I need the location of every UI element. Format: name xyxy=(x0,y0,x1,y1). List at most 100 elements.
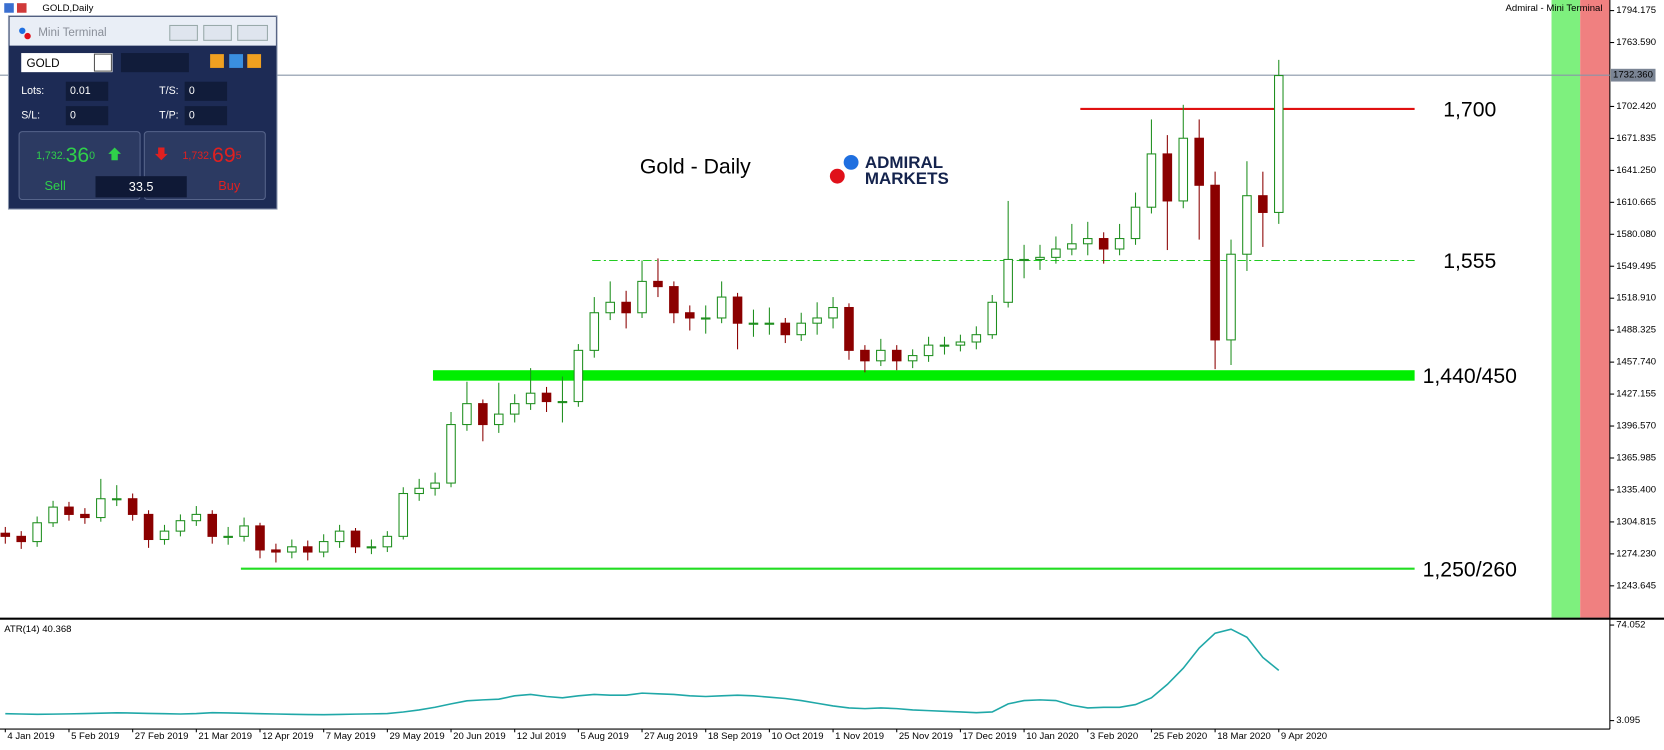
indicator-label: ATR(14) 40.368 xyxy=(4,624,71,635)
candle-body xyxy=(812,317,822,324)
candle-body xyxy=(860,349,870,362)
sl: 0 xyxy=(70,109,76,121)
y-tick-label: 1702.420 xyxy=(1616,101,1656,112)
terminal-icon xyxy=(24,32,31,40)
candle-body xyxy=(64,506,74,515)
sell-label: Sell xyxy=(45,178,66,193)
candle-body xyxy=(255,525,265,551)
candle-body xyxy=(669,286,679,314)
field-label: T/S: xyxy=(159,85,178,97)
terminal-title: Mini Terminal xyxy=(38,26,106,39)
terminal-icon xyxy=(19,27,26,34)
candle-body xyxy=(1178,137,1189,202)
level-band xyxy=(432,370,1415,381)
candle-body xyxy=(939,344,950,347)
sl-input[interactable] xyxy=(65,106,109,126)
mini-terminal: Mini Terminal GOLD Lots: 0.01 T/S: 0 S/L… xyxy=(7,15,278,210)
sell-price: 1,732.360 xyxy=(36,144,95,167)
x-tick-label: 9 Apr 2020 xyxy=(1281,731,1327,742)
candle-body xyxy=(287,546,297,553)
y-tick-label: 1274.230 xyxy=(1616,548,1656,559)
level-label: 1,440/450 xyxy=(1423,365,1517,388)
y-tick-label: 1335.400 xyxy=(1616,484,1656,495)
y2-tick-label: 3.095 xyxy=(1616,715,1640,726)
restore-button[interactable] xyxy=(203,24,232,41)
lots-input[interactable] xyxy=(65,81,109,101)
y-tick-label: 1243.645 xyxy=(1616,580,1656,591)
x-tick-label: 21 Mar 2019 xyxy=(198,731,252,742)
y-tick-label: 1794.175 xyxy=(1616,5,1656,16)
symbol-select[interactable] xyxy=(21,53,113,73)
candle-body xyxy=(907,355,918,362)
candle-body xyxy=(653,280,663,288)
y-tick-label: 1763.590 xyxy=(1616,37,1656,48)
candle-body xyxy=(143,513,154,541)
candle-body xyxy=(891,349,902,362)
candle-body xyxy=(748,322,759,325)
field-label: Lots: xyxy=(21,85,44,97)
tool-button[interactable] xyxy=(229,54,244,68)
field-label: T/P: xyxy=(159,109,178,121)
candle-body xyxy=(80,513,90,519)
candle-body xyxy=(334,530,345,543)
candle-body xyxy=(494,413,504,426)
y-tick-label: 1580.080 xyxy=(1616,229,1656,240)
candle-body xyxy=(318,541,329,553)
x-tick-label: 25 Feb 2020 xyxy=(1154,731,1208,742)
y-tick-label: 1396.570 xyxy=(1616,421,1656,432)
dropdown-arrow[interactable] xyxy=(93,53,112,72)
y-tick-label: 1610.665 xyxy=(1616,197,1656,208)
candle-body xyxy=(1146,153,1157,208)
tp-input[interactable] xyxy=(184,106,228,126)
candle-body xyxy=(509,403,520,415)
symbol-input[interactable] xyxy=(120,53,189,73)
x-tick-label: 12 Jul 2019 xyxy=(517,731,566,742)
candle-body xyxy=(223,535,233,538)
candle-body xyxy=(557,401,568,404)
y-tick-label: 1304.815 xyxy=(1616,516,1656,527)
candle-body xyxy=(1242,195,1252,255)
x-tick-label: 12 Apr 2019 xyxy=(262,731,313,742)
candle-body xyxy=(589,312,600,351)
candle-body xyxy=(844,306,854,351)
y-tick-label: 1671.835 xyxy=(1616,133,1656,144)
y-tick-label: 1518.910 xyxy=(1616,293,1656,304)
candle-body xyxy=(573,349,584,403)
candle-body xyxy=(462,403,472,426)
candle-body xyxy=(16,535,27,543)
chart-title: Gold - Daily xyxy=(640,155,751,178)
candle-body xyxy=(1082,238,1093,245)
candle-body xyxy=(1130,206,1141,240)
panel-title: Admiral - Mini Terminal xyxy=(1506,3,1603,14)
candle-body xyxy=(1067,243,1077,250)
candle-body xyxy=(207,513,218,537)
ts-input[interactable] xyxy=(184,81,228,101)
candle-body xyxy=(414,487,424,495)
logo-text: ADMIRAL xyxy=(865,153,943,172)
candle-body xyxy=(525,392,536,405)
candle-body xyxy=(48,506,58,524)
tool-button[interactable] xyxy=(210,54,224,68)
x-tick-label: 5 Aug 2019 xyxy=(580,731,628,742)
x-tick-label: 25 Nov 2019 xyxy=(899,731,953,742)
ts: 0 xyxy=(189,85,195,97)
candle-body xyxy=(382,535,393,548)
buy-label: Buy xyxy=(218,178,241,193)
candle-body xyxy=(1210,184,1220,341)
close-button[interactable] xyxy=(237,24,268,41)
plot: 1794.175 1763.590 1702.420 1671.835 1641.250… xyxy=(0,5,1656,742)
candle-body xyxy=(764,322,775,325)
candle-body xyxy=(732,296,743,324)
candle-body xyxy=(796,322,807,336)
candle-body xyxy=(1003,258,1013,303)
x-tick-label: 18 Mar 2020 xyxy=(1217,731,1271,742)
tool-button[interactable] xyxy=(247,54,262,68)
minimize-button[interactable] xyxy=(169,24,198,41)
candle-body xyxy=(987,301,998,336)
candle-body xyxy=(876,349,886,362)
candle-body xyxy=(111,498,122,501)
x-tick-label: 27 Aug 2019 xyxy=(644,731,698,742)
down-arrow xyxy=(154,147,168,161)
candle-body xyxy=(716,296,727,319)
